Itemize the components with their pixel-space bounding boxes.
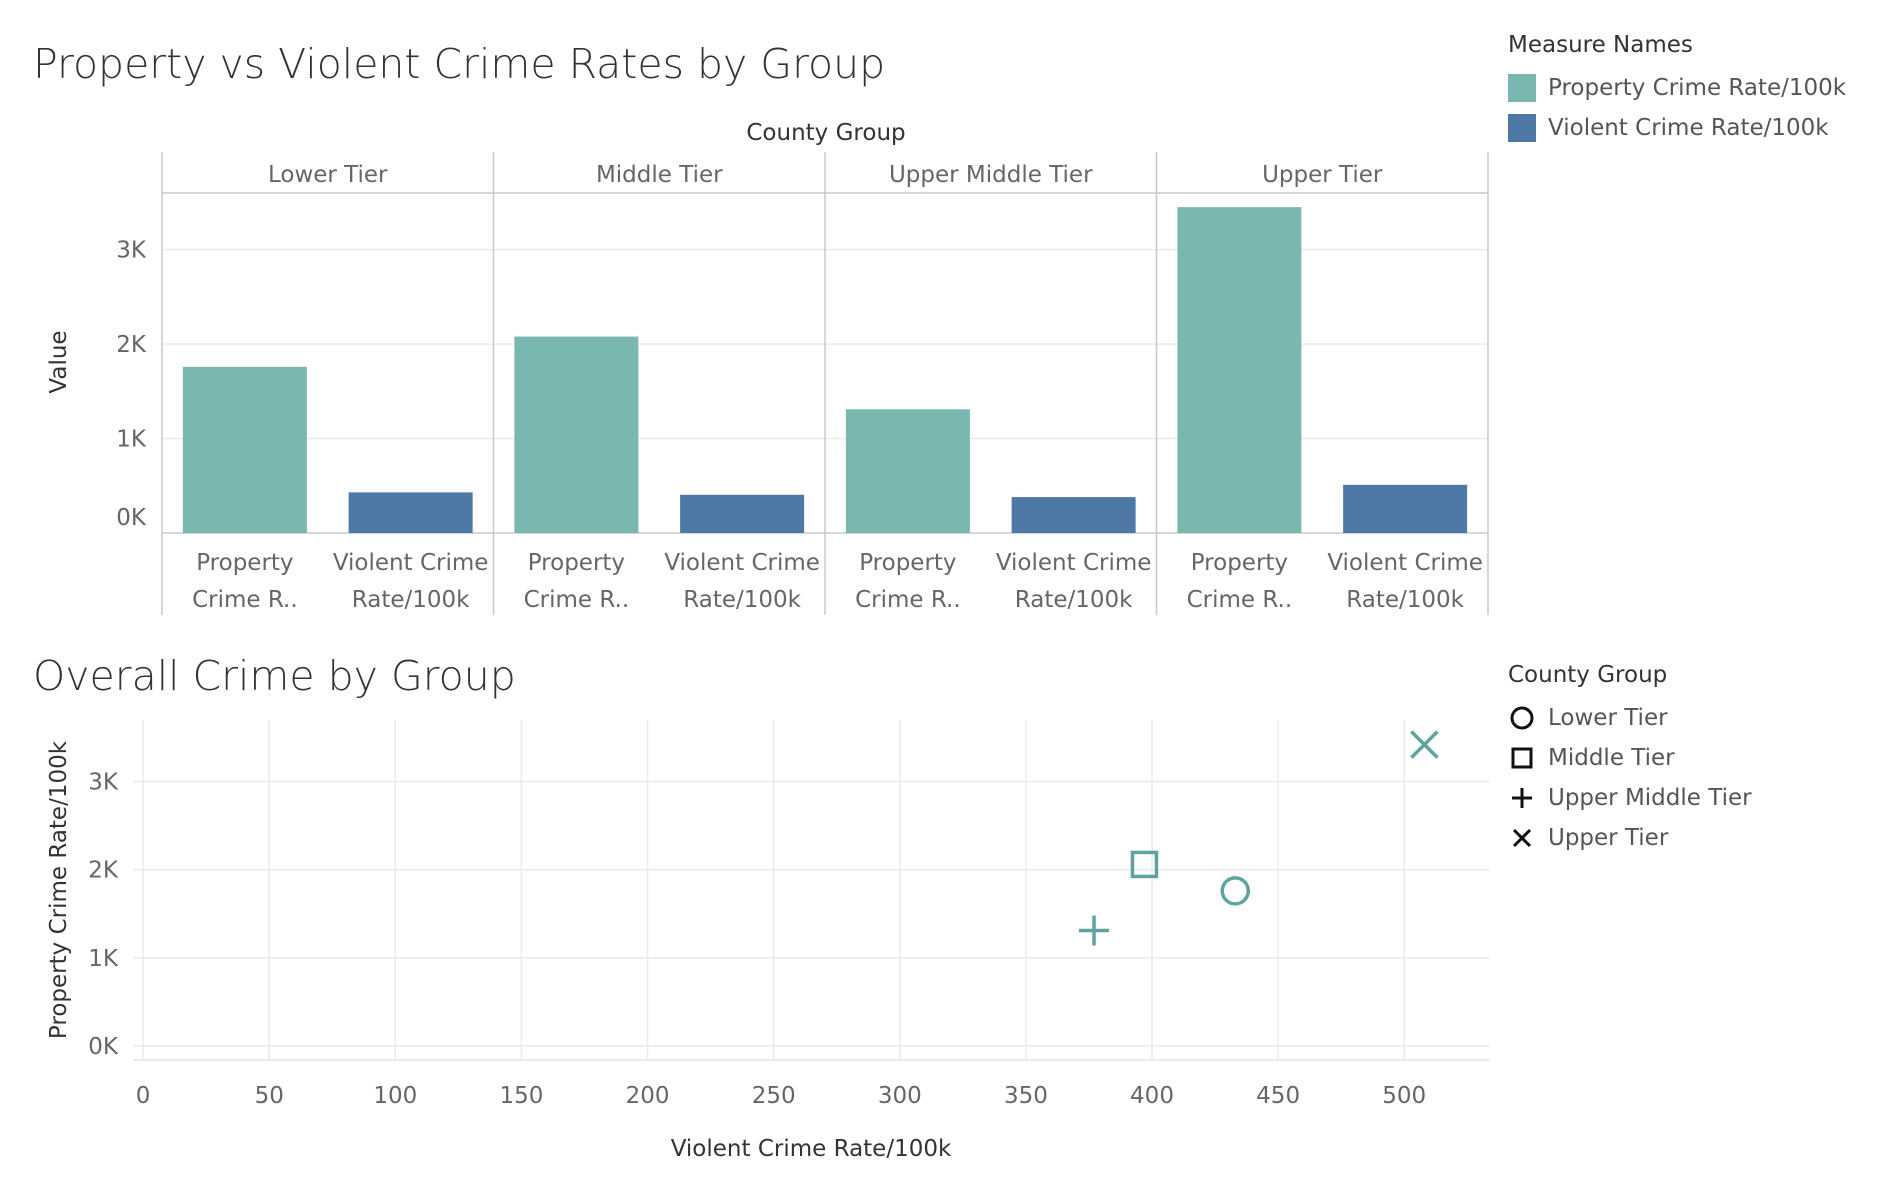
legend-label: Upper Middle Tier: [1548, 785, 1752, 811]
legend-item-middle-tier[interactable]: Middle Tier: [1508, 738, 1752, 778]
measure-tick-label: Violent Crime: [1327, 550, 1483, 576]
bar-y-tick-label: 3K: [116, 238, 147, 264]
measure-tick-label: Rate/100k: [683, 587, 801, 613]
legend-label: Lower Tier: [1548, 705, 1668, 731]
legend-title: Measure Names: [1508, 32, 1693, 58]
measure-names-legend: Measure Names Property Crime Rate/100k V…: [1508, 32, 1846, 148]
scatter-y-axis-label: Property Crime Rate/100k: [46, 740, 72, 1039]
column-header: County Group: [746, 120, 905, 146]
circle-icon: [1508, 704, 1536, 732]
legend-title: County Group: [1508, 662, 1668, 688]
square-icon: [1508, 744, 1536, 772]
bar-y-tick-labels: 0K 1K 2K 3K: [116, 238, 147, 531]
measure-tick-label: Property: [196, 550, 293, 576]
scatter-y-tick-label: 2K: [88, 858, 119, 884]
measure-tick-label: Property: [1191, 550, 1288, 576]
scatter-x-tick-label: 100: [373, 1083, 417, 1109]
scatter-tick-labels: 0 50 100 150 200 250 300 350 400 450 500 0K 1K 2K 3K: [88, 770, 1426, 1109]
measure-tick-label: Crime R..: [192, 587, 298, 613]
measure-tick-label: Crime R..: [855, 587, 961, 613]
group-header: Upper Middle Tier: [889, 162, 1093, 188]
legend-item-property[interactable]: Property Crime Rate/100k: [1508, 68, 1846, 108]
scatter-x-tick-label: 200: [626, 1083, 670, 1109]
bar-violent: [1343, 484, 1468, 533]
scatter-gridlines: [133, 720, 1490, 1061]
scatter-x-tick-label: 50: [255, 1083, 284, 1109]
measure-tick-label: Violent Crime: [333, 550, 489, 576]
measure-tick-label: Crime R..: [524, 587, 630, 613]
measure-tick-label: Crime R..: [1187, 587, 1293, 613]
legend-label: Violent Crime Rate/100k: [1548, 115, 1829, 141]
scatter-x-tick-label: 450: [1256, 1083, 1300, 1109]
bar-property: [845, 409, 970, 533]
scatter-points: [1079, 730, 1439, 946]
scatter-chart-title: Overall Crime by Group: [33, 652, 516, 700]
legend-item-upper-tier[interactable]: Upper Tier: [1508, 818, 1752, 858]
legend-item-lower-tier[interactable]: Lower Tier: [1508, 698, 1752, 738]
measure-tick-label: Property: [528, 550, 625, 576]
point-middle-tier: [1130, 850, 1159, 879]
measure-tick-label: Rate/100k: [352, 587, 470, 613]
scatter-y-tick-label: 3K: [88, 770, 119, 796]
scatter-x-tick-label: 350: [1004, 1083, 1048, 1109]
measure-tick-label: Violent Crime: [664, 550, 820, 576]
scatter-x-tick-label: 500: [1382, 1083, 1426, 1109]
bar-violent: [1011, 497, 1136, 533]
legend-label: Upper Tier: [1548, 825, 1669, 851]
scatter-x-axis-label: Violent Crime Rate/100k: [671, 1136, 952, 1162]
group-header: Middle Tier: [596, 162, 723, 188]
group-header: Lower Tier: [268, 162, 388, 188]
bar-chart-title: Property vs Violent Crime Rates by Group: [33, 40, 885, 88]
county-group-legend: County Group Lower Tier Middle Tier Uppe…: [1508, 662, 1752, 858]
swatch-violent: [1508, 114, 1536, 142]
scatter-x-tick-label: 250: [752, 1083, 796, 1109]
scatter-x-tick-label: 0: [136, 1083, 151, 1109]
bar-property: [182, 366, 307, 533]
group-header: Upper Tier: [1262, 162, 1383, 188]
point-upper-tier: [1410, 730, 1439, 759]
measure-tick-label: Violent Crime: [996, 550, 1152, 576]
bar-y-tick-label: 1K: [116, 427, 147, 453]
bar-y-tick-label: 2K: [116, 332, 147, 358]
measure-tick-label: Rate/100k: [1346, 587, 1464, 613]
scatter-x-tick-label: 300: [878, 1083, 922, 1109]
scatter-x-tick-label: 150: [499, 1083, 543, 1109]
legend-item-violent[interactable]: Violent Crime Rate/100k: [1508, 108, 1846, 148]
point-lower-tier: [1220, 876, 1250, 906]
bar-violent: [348, 492, 473, 533]
bar-violent: [680, 494, 805, 533]
point-upper-middle-tier: [1079, 915, 1109, 946]
legend-item-upper-middle-tier[interactable]: Upper Middle Tier: [1508, 778, 1752, 818]
bar-y-axis-label: Value: [46, 330, 72, 393]
bar-panels: Lower Tier Property Crime R.. Violent Crime…: [161, 152, 1489, 615]
swatch-property: [1508, 74, 1536, 102]
legend-label: Middle Tier: [1548, 745, 1675, 771]
bar-property: [1177, 207, 1302, 533]
scatter-y-tick-label: 1K: [88, 946, 119, 972]
measure-tick-label: Property: [859, 550, 956, 576]
bar-property: [514, 336, 639, 533]
scatter-y-tick-label: 0K: [88, 1034, 119, 1060]
measure-tick-label: Rate/100k: [1015, 587, 1133, 613]
plus-icon: [1508, 784, 1536, 812]
bar-y-tick-label: 0K: [116, 505, 147, 531]
cross-icon: [1508, 824, 1536, 852]
scatter-x-tick-label: 400: [1130, 1083, 1174, 1109]
legend-label: Property Crime Rate/100k: [1548, 75, 1847, 101]
